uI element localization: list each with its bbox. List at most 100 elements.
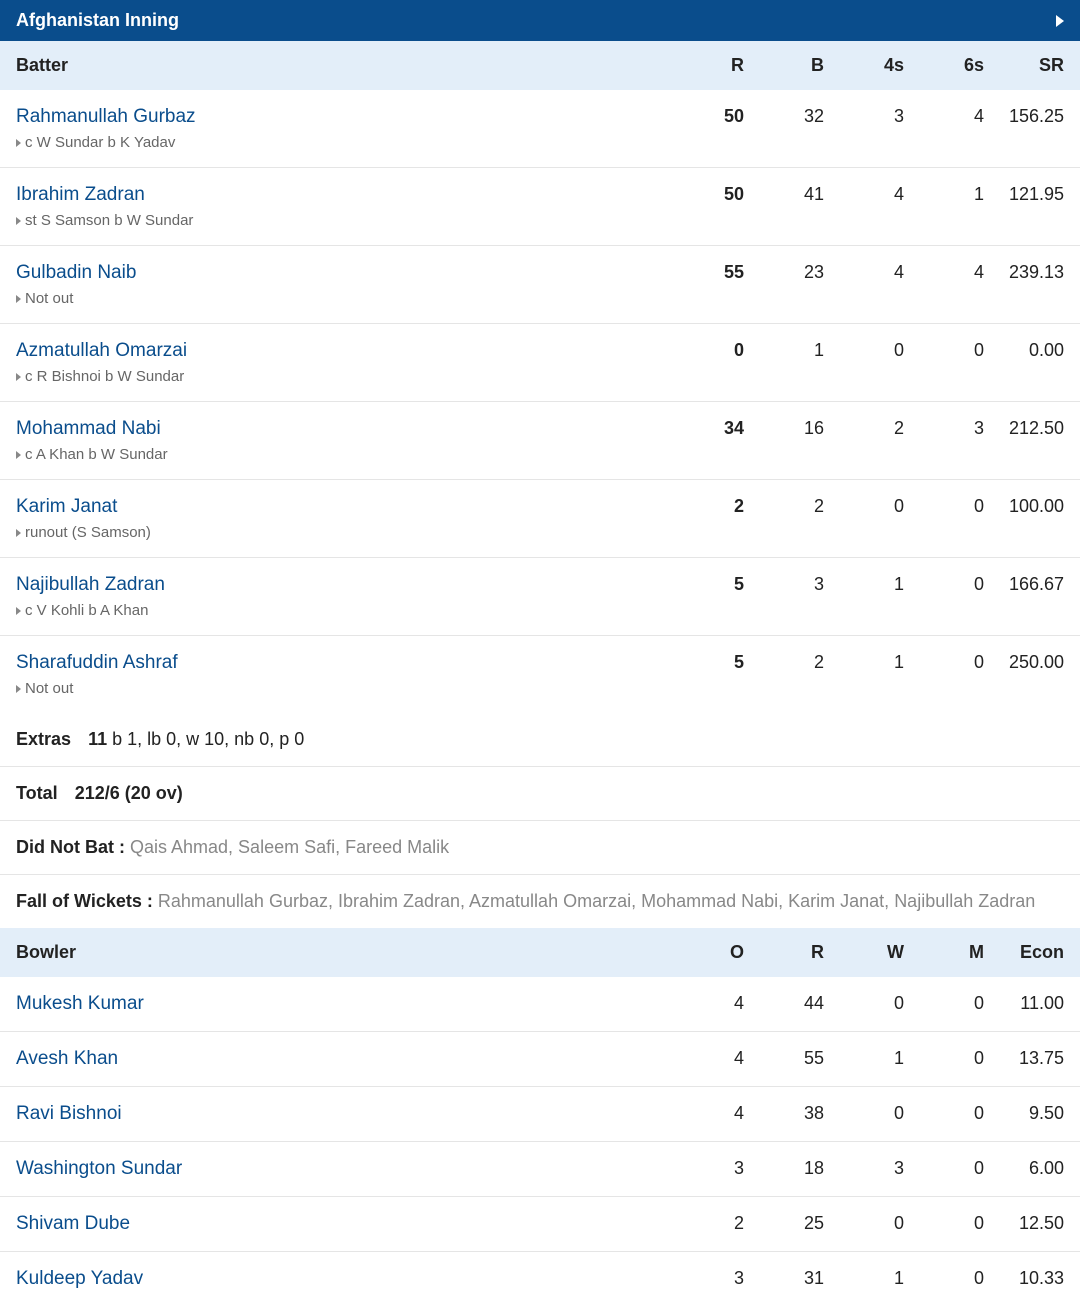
dismissal-text: c W Sundar b K Yadav: [25, 134, 175, 151]
bowler-econ: 9.50: [984, 1103, 1064, 1125]
batter-fours: 0: [824, 496, 904, 541]
total-label: Total: [16, 783, 58, 803]
bowler-name-link[interactable]: Mukesh Kumar: [16, 993, 664, 1015]
batter-cell: Sharafuddin Ashraf Not out: [16, 652, 664, 697]
bowler-runs: 44: [744, 993, 824, 1015]
bowler-cell: Mukesh Kumar: [16, 993, 664, 1015]
chevron-right-icon: [16, 139, 21, 147]
batter-sixes: 0: [904, 574, 984, 619]
bowler-maidens: 0: [904, 1103, 984, 1125]
col-batter: Batter: [16, 55, 664, 76]
batter-fours: 3: [824, 106, 904, 151]
bowler-overs: 4: [664, 1103, 744, 1125]
batter-runs: 55: [664, 262, 744, 307]
chevron-right-icon: [16, 607, 21, 615]
chevron-right-icon: [16, 451, 21, 459]
dismissal-text: st S Samson b W Sundar: [25, 212, 193, 229]
batter-cell: Najibullah Zadran c V Kohli b A Khan: [16, 574, 664, 619]
batter-name-link[interactable]: Mohammad Nabi: [16, 418, 664, 440]
batter-sr: 121.95: [984, 184, 1064, 229]
bowler-runs: 55: [744, 1048, 824, 1070]
dismissal: c A Khan b W Sundar: [16, 446, 664, 463]
bowler-name-link[interactable]: Avesh Khan: [16, 1048, 664, 1070]
batter-balls: 23: [744, 262, 824, 307]
col-runs: R: [664, 55, 744, 76]
batter-balls: 2: [744, 496, 824, 541]
batter-fours: 2: [824, 418, 904, 463]
batter-row: Ibrahim Zadran st S Samson b W Sundar 50 4 1…: [0, 168, 1080, 246]
bowler-cell: Ravi Bishnoi: [16, 1103, 664, 1125]
batter-name-link[interactable]: Rahmanullah Gurbaz: [16, 106, 664, 128]
chevron-right-icon: [16, 373, 21, 381]
batter-row: Najibullah Zadranc V Kohli b A Khan53101…: [0, 558, 1080, 636]
batter-name-link[interactable]: Sharafuddin Ashraf: [16, 652, 664, 674]
bowler-wickets: 3: [824, 1158, 904, 1180]
bowler-overs: 2: [664, 1213, 744, 1235]
dismissal: Not out: [16, 680, 664, 697]
batter-sr: 212.50: [984, 418, 1064, 463]
batter-runs: 2: [664, 496, 744, 541]
dismissal: c V Kohli b A Khan: [16, 602, 664, 619]
dismissal-text: Not out: [25, 680, 73, 697]
bowler-maidens: 0: [904, 1213, 984, 1235]
batter-runs: 5: [664, 652, 744, 697]
dismissal: runout (S Samson): [16, 524, 664, 541]
col-bowler: Bowler: [16, 942, 664, 963]
batter-name-link[interactable]: Gulbadin Naib: [16, 262, 664, 284]
col-sixes: 6s: [904, 55, 984, 76]
batter-name-link[interactable]: Najibullah Zadran: [16, 574, 664, 596]
bowler-wickets: 0: [824, 993, 904, 1015]
batter-row: Sharafuddin AshrafNot out5210250.00: [0, 636, 1080, 713]
dismissal: c W Sundar b K Yadav: [16, 134, 664, 151]
dnb-row: Did Not Bat : Qais Ahmad, Saleem Safi, F…: [0, 821, 1080, 875]
bowler-name-link[interactable]: Shivam Dube: [16, 1213, 664, 1235]
bowler-overs: 4: [664, 1048, 744, 1070]
batter-runs: 50: [664, 106, 744, 151]
batter-fours: 4: [824, 184, 904, 229]
batter-balls: 16: [744, 418, 824, 463]
batter-runs: 34: [664, 418, 744, 463]
batter-balls: 1: [744, 340, 824, 385]
batter-name-link[interactable]: Ibrahim Zadran: [16, 184, 664, 206]
batter-name-link[interactable]: Azmatullah Omarzai: [16, 340, 664, 362]
batter-sixes: 0: [904, 340, 984, 385]
chevron-right-icon: [16, 217, 21, 225]
batter-name-link[interactable]: Karim Janat: [16, 496, 664, 518]
batter-column-header: Batter R B 4s 6s SR: [0, 41, 1080, 90]
col-fours: 4s: [824, 55, 904, 76]
bowler-name-link[interactable]: Washington Sundar: [16, 1158, 664, 1180]
chevron-right-icon: [16, 529, 21, 537]
batter-runs: 0: [664, 340, 744, 385]
bowler-name-link[interactable]: Ravi Bishnoi: [16, 1103, 664, 1125]
bowler-row: Shivam Dube2250012.50: [0, 1197, 1080, 1252]
bowler-maidens: 0: [904, 993, 984, 1015]
bowler-row: Mukesh Kumar4440011.00: [0, 977, 1080, 1032]
bowler-maidens: 0: [904, 1158, 984, 1180]
batter-cell: Rahmanullah Gurbaz c W Sundar b K Yadav: [16, 106, 664, 151]
extras-detail: b 1, lb 0, w 10, nb 0, p 0: [107, 729, 304, 749]
batter-sixes: 0: [904, 652, 984, 697]
total-row: Total 212/6 (20 ov): [0, 767, 1080, 821]
bowler-runs: 18: [744, 1158, 824, 1180]
batter-sixes: 0: [904, 496, 984, 541]
extras-label: Extras: [16, 729, 71, 749]
batter-cell: Azmatullah Omarzai c R Bishnoi b W Sundar: [16, 340, 664, 385]
batter-runs: 50: [664, 184, 744, 229]
dismissal: Not out: [16, 290, 664, 307]
bowler-econ: 12.50: [984, 1213, 1064, 1235]
inning-header[interactable]: Afghanistan Inning: [0, 0, 1080, 41]
batter-runs: 5: [664, 574, 744, 619]
bowler-cell: Shivam Dube: [16, 1213, 664, 1235]
fow-label: Fall of Wickets :: [16, 891, 158, 911]
batter-cell: Mohammad Nabi c A Khan b W Sundar: [16, 418, 664, 463]
batter-balls: 3: [744, 574, 824, 619]
extras-row: Extras 11 b 1, lb 0, w 10, nb 0, p 0: [0, 713, 1080, 767]
fow-row: Fall of Wickets : Rahmanullah Gurbaz, Ib…: [0, 875, 1080, 928]
bowler-wickets: 0: [824, 1103, 904, 1125]
batter-cell: Karim Janat runout (S Samson): [16, 496, 664, 541]
batter-sr: 0.00: [984, 340, 1064, 385]
col-overs: O: [664, 942, 744, 963]
dismissal: c R Bishnoi b W Sundar: [16, 368, 664, 385]
dismissal-text: c R Bishnoi b W Sundar: [25, 368, 184, 385]
batter-row: Karim Janatrunout (S Samson)2200100.00: [0, 480, 1080, 558]
